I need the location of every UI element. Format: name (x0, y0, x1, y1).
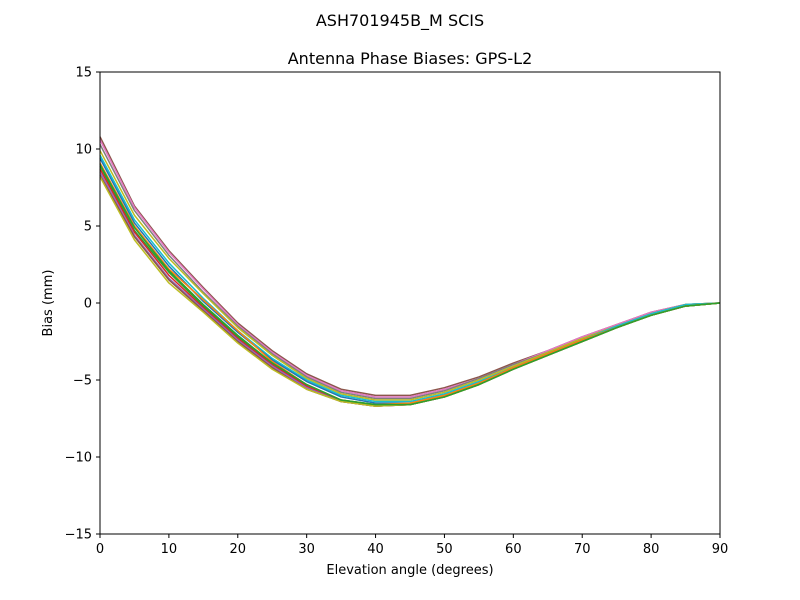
x-tick-label: 0 (96, 542, 104, 557)
y-axis-label: Bias (mm) (41, 270, 56, 337)
y-tick-label: 5 (84, 220, 92, 235)
y-axis: −15 −10 −5 0 5 10 15 (65, 66, 100, 543)
figure-suptitle: ASH701945B_M SCIS (316, 11, 484, 31)
x-tick-label: 90 (712, 542, 729, 557)
x-tick-label: 60 (505, 542, 522, 557)
x-tick-label: 70 (574, 542, 591, 557)
plot-area (99, 71, 721, 535)
x-tick-label: 40 (367, 542, 384, 557)
y-tick-label: 15 (75, 66, 92, 81)
series-line-2 (99, 139, 721, 398)
y-tick-label: 10 (75, 143, 92, 158)
y-tick-label: 0 (84, 297, 92, 312)
x-tick-label: 30 (298, 542, 315, 557)
y-tick-label: −15 (65, 528, 92, 543)
x-tick-label: 50 (436, 542, 453, 557)
x-tick-label: 20 (230, 542, 247, 557)
series-line-13 (99, 164, 721, 406)
y-tick-label: −5 (73, 374, 92, 389)
series-layer (99, 136, 721, 407)
series-line-5 (99, 154, 721, 403)
y-tick-label: −10 (65, 451, 92, 466)
x-tick-label: 10 (161, 542, 178, 557)
x-tick-label: 80 (643, 542, 660, 557)
x-axis: 0 10 20 30 40 50 60 70 80 90 (96, 534, 728, 557)
x-axis-label: Elevation angle (degrees) (326, 563, 493, 578)
chart-title: Antenna Phase Biases: GPS-L2 (288, 49, 533, 68)
